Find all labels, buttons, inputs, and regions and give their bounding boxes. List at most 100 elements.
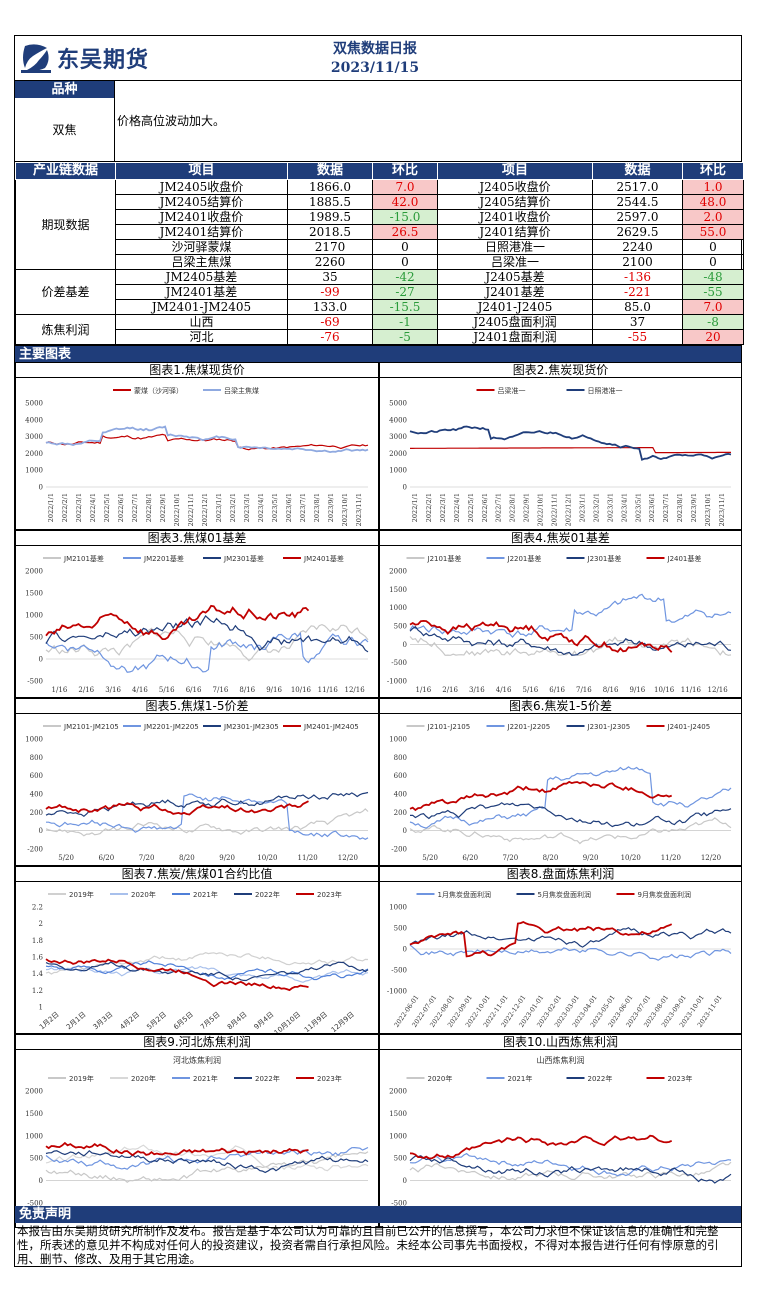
legend-entry: 2019年 (48, 1074, 94, 1083)
y-tick-label: 500 (30, 1155, 43, 1163)
legend-entry: JM2401-JM2405 (283, 723, 359, 731)
y-tick-label: 2000 (389, 568, 407, 576)
y-tick-label: 500 (394, 925, 407, 933)
item-value: 133.0 (287, 299, 373, 315)
legend-label: 吕梁主焦煤 (224, 386, 259, 395)
x-tick-label: 10/20 (621, 854, 641, 862)
series-line (45, 952, 369, 975)
series-line (45, 958, 309, 992)
table-row: JM2401结算价 2018.5 26.5 J2401结算价 2629.5 55.0 (16, 224, 744, 240)
item-change: -8 (682, 314, 744, 330)
legend-label: 2023年 (668, 1074, 693, 1083)
y-tick-label: 2000 (389, 1088, 407, 1096)
item-value: 1866.0 (287, 179, 373, 195)
legend-entry: J2101-J2105 (406, 723, 471, 731)
x-tick-label: 5/20 (422, 854, 438, 862)
legend-label: J2101基差 (427, 554, 462, 563)
item-value: 2544.5 (592, 194, 683, 210)
y-tick-label: 1500 (389, 586, 407, 594)
legend-label: 2019年 (69, 890, 94, 899)
x-tick-label: 12/20 (338, 854, 358, 862)
y-tick-label: 800 (394, 754, 407, 762)
series-line (45, 791, 369, 818)
series-line (409, 780, 673, 812)
report-date: 2023/11/15 (330, 60, 420, 76)
y-tick-label: 0 (39, 827, 43, 835)
item-value: -99 (287, 284, 373, 300)
x-tick-label: 2022/5/1 (467, 493, 475, 522)
row-category: 期现数据 (15, 179, 116, 270)
x-tick-label: 3月3日 (92, 1010, 115, 1031)
x-tick-label: 7/20 (139, 854, 155, 862)
legend-entry: JM2201-JM2205 (123, 723, 199, 731)
legend-entry: 2021年 (172, 890, 218, 899)
x-tick-label: 3/16 (469, 686, 485, 694)
series-line (46, 793, 369, 840)
x-tick-label: 2023/11/1 (718, 493, 726, 526)
chart-svg: 河北炼焦利润 2019年 2020年 2021年 2022年 2023年 2000 1500 1… (25, 1055, 371, 1216)
item-value: 2240 (592, 239, 683, 255)
x-tick-label: 2022/4/1 (453, 493, 461, 522)
x-tick-label: 2023/6/1 (648, 493, 656, 522)
series-line (45, 632, 369, 673)
item-value: 2018.5 (287, 224, 373, 240)
item-change: -5 (372, 329, 438, 345)
item-label: J2401盘面利润 (437, 329, 593, 345)
y-tick-label: 1000 (25, 612, 43, 620)
item-label: JM2401-JM2405 (115, 299, 288, 315)
y-tick-label: 1500 (25, 590, 43, 598)
item-label: 山西 (115, 314, 288, 330)
y-tick-label: 1 (39, 1004, 43, 1012)
y-tick-label: 500 (394, 1155, 407, 1163)
legend-entry: J2201-J2205 (486, 723, 550, 731)
y-tick-label: 200 (394, 809, 407, 817)
item-label: 日照港准一 (437, 239, 593, 255)
series-line (409, 619, 673, 653)
disclaimer-text: 本报告由东吴期货研究所制作及发布。报告是基于本公司认为可靠的且目前已公开的信息撰… (17, 1224, 719, 1266)
legend-entry: JM2101-JM2105 (43, 723, 119, 731)
chart-title: 图表3.焦煤01基差 (16, 531, 378, 546)
legend-entry: 2022年 (234, 890, 280, 899)
row-category: 价差基差 (15, 269, 116, 315)
item-label: J2401结算价 (437, 224, 593, 240)
col-header: 环比 (682, 162, 744, 180)
y-tick-label: 1000 (389, 1132, 407, 1140)
table-row: 期现数据 JM2405收盘价 1866.0 7.0 J2405收盘价 2517.0 1.0 (15, 179, 744, 270)
legend-label: J2401-J2405 (667, 723, 711, 731)
legend-entry: J2301基差 (566, 554, 621, 563)
legend-label: 2020年 (428, 1074, 453, 1083)
legend-entry: 2020年 (110, 1074, 156, 1083)
legend-label: JM2201-JM2205 (143, 723, 199, 731)
x-tick-label: 3/16 (105, 686, 121, 694)
legend-entry: 蒙煤（沙河驿） (113, 386, 183, 395)
item-value: 2100 (592, 254, 683, 270)
x-tick-label: 9/20 (219, 854, 235, 862)
x-tick-label: 2022/3/1 (75, 493, 83, 522)
series-line (409, 1134, 673, 1160)
x-tick-label: 8/20 (179, 854, 195, 862)
legend-entry: J2201基差 (486, 554, 541, 563)
legend-label: 2021年 (508, 1074, 533, 1083)
legend-label: J2301-J2305 (587, 723, 631, 731)
x-tick-label: 9/16 (630, 686, 646, 694)
x-tick-label: 2023/7/1 (662, 493, 670, 522)
x-tick-label: 2/16 (78, 686, 94, 694)
table-row: 沙河驿蒙煤 2170 0 日照港准一 2240 0 (16, 239, 744, 255)
chart-panel: 图表9.河北炼焦利润 河北炼焦利润 2019年 2020年 2021年 2022年 2023… (15, 1034, 379, 1228)
y-tick-label: -500 (27, 678, 43, 686)
x-tick-label: 2/16 (442, 686, 458, 694)
col-header: 环比 (372, 162, 438, 180)
item-label: JM2405基差 (115, 269, 288, 285)
legend-label: JM2401基差 (303, 554, 344, 563)
legend-label: J2101-J2105 (427, 723, 471, 731)
y-tick-label: 4000 (389, 416, 407, 424)
chart-panel: 图表1.焦煤现货价 蒙煤（沙河驿） 吕梁主焦煤 5000 4000 3000 2000 100… (15, 362, 379, 530)
item-value: 2629.5 (592, 224, 683, 240)
x-tick-label: 2022/12/1 (565, 493, 573, 526)
legend-entry: 9月焦炭盘面利润 (616, 890, 691, 899)
x-tick-label: 2022/12/1 (201, 493, 209, 526)
y-tick-label: 0 (39, 656, 43, 664)
legend-label: JM2301基差 (223, 554, 264, 563)
variety-comment: 价格高位波动加大。 (117, 114, 226, 128)
y-tick-label: 500 (394, 623, 407, 631)
